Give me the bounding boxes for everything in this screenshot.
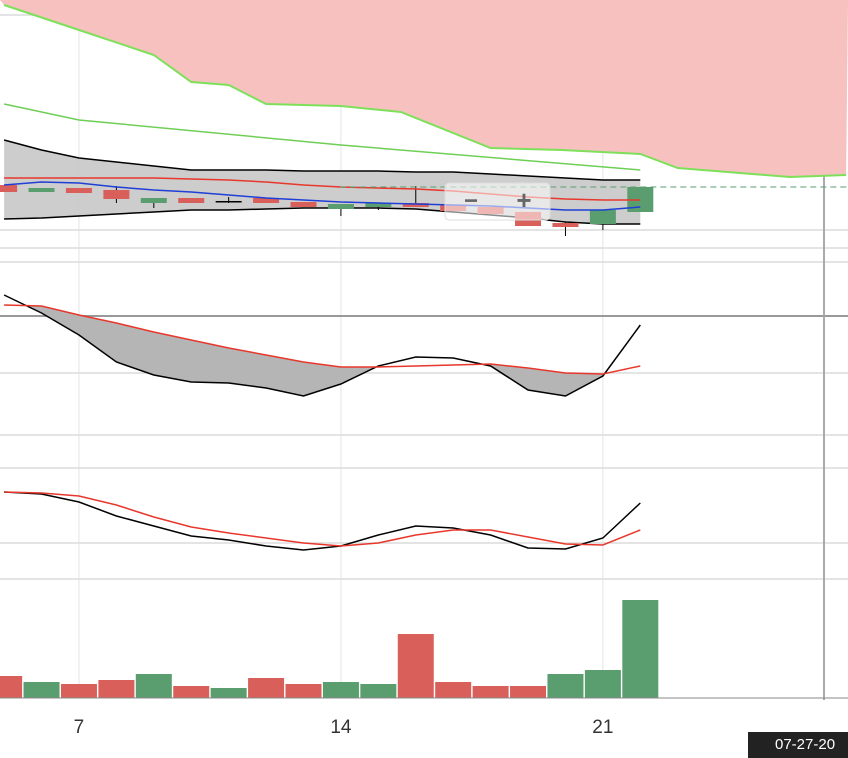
candle-body	[253, 198, 280, 203]
x-tick-label: 14	[330, 717, 352, 738]
volume-bar	[248, 678, 285, 698]
candle-body	[178, 198, 205, 203]
divergence-area	[4, 305, 641, 396]
zoom-controls: − +	[444, 182, 551, 221]
volume-bar	[584, 670, 621, 698]
x-tick-label: 21	[592, 717, 613, 738]
zoom-panel	[444, 182, 551, 221]
volume-bar	[210, 688, 247, 698]
zoom-in-button[interactable]: +	[516, 185, 531, 215]
cursor-label: 07-27-20	[775, 736, 835, 753]
baseline-line	[3, 103, 641, 171]
x-tick-label: 7	[74, 717, 85, 738]
indicator-line	[3, 294, 641, 397]
zoom-out-button[interactable]: −	[464, 187, 478, 214]
price-panel	[0, 0, 848, 236]
volume-bar	[285, 684, 322, 698]
volume-bar	[397, 634, 434, 698]
volume-bar	[135, 674, 172, 698]
cloud-area	[0, 0, 848, 177]
candle-body	[402, 203, 429, 207]
candle-body	[589, 210, 616, 224]
x-axis: 7 14 21	[74, 717, 614, 738]
indicator-line	[4, 491, 641, 547]
candle-body	[140, 198, 167, 203]
candle-body	[552, 223, 579, 227]
volume-bar	[472, 686, 509, 698]
cloud-line	[3, 4, 847, 179]
volume-bar	[98, 680, 135, 698]
plot	[0, 0, 848, 698]
candle-body	[28, 188, 55, 192]
cursor-label-box	[748, 732, 848, 758]
candle-body	[65, 188, 92, 193]
volume-bar	[60, 684, 97, 698]
volume-bar	[435, 682, 472, 698]
indicator-line	[4, 491, 641, 551]
volume-bar	[622, 600, 659, 698]
volume-bar	[510, 686, 547, 698]
volume-bar	[360, 684, 397, 698]
volume-bar	[23, 682, 60, 698]
candle-body	[215, 201, 242, 203]
candle-body	[290, 202, 317, 207]
candle-body	[0, 185, 18, 192]
candle-body	[365, 203, 392, 207]
volume-bar	[0, 676, 23, 698]
volume-bar	[547, 674, 584, 698]
candle-body	[327, 204, 354, 209]
volume-bar	[173, 686, 210, 698]
candle-body	[103, 190, 130, 199]
indicator-line	[4, 304, 641, 375]
band-upper	[3, 139, 641, 181]
volume-bar	[322, 682, 359, 698]
